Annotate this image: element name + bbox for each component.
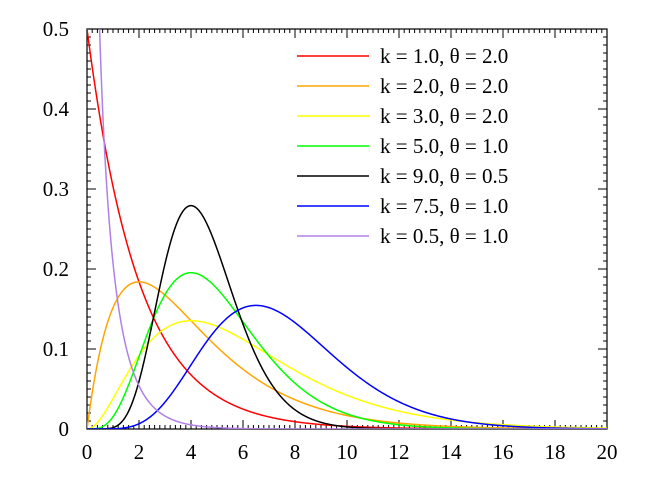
legend-label: k = 1.0, θ = 2.0	[380, 44, 508, 68]
series-curves	[87, 29, 607, 429]
series-line-2	[87, 281, 607, 429]
x-tick-label: 20	[597, 440, 618, 464]
legend-label: k = 5.0, θ = 1.0	[380, 134, 508, 158]
y-tick-label: 0.1	[43, 337, 69, 361]
x-tick-label: 8	[290, 440, 301, 464]
x-tick-label: 16	[493, 440, 514, 464]
y-tick-label: 0.5	[43, 17, 69, 41]
axis-tick-labels: 0 2 4 6 8 10 12 14 16 18 20 0 0.1 0.2 0.3 0.4 0.5	[43, 17, 618, 464]
x-tick-label: 14	[441, 440, 463, 464]
x-tick-label: 10	[337, 440, 358, 464]
y-tick-label: 0.3	[43, 177, 69, 201]
series-line-3	[87, 319, 607, 429]
plot-frame	[86, 28, 608, 430]
series-line-6	[87, 304, 607, 429]
x-tick-label: 0	[82, 440, 93, 464]
x-tick-label: 2	[134, 440, 145, 464]
legend-label: k = 7.5, θ = 1.0	[380, 194, 508, 218]
x-tick-label: 12	[389, 440, 410, 464]
series-line-5	[87, 204, 607, 429]
legend-label: k = 9.0, θ = 0.5	[380, 164, 508, 188]
y-tick-label: 0.4	[43, 97, 70, 121]
axis-ticks	[86, 28, 608, 430]
x-tick-label: 18	[545, 440, 566, 464]
x-tick-label: 4	[186, 440, 197, 464]
series-line-1	[87, 29, 607, 429]
series-line-4	[87, 271, 607, 429]
x-tick-label: 6	[238, 440, 249, 464]
series-line-7	[98, 29, 607, 429]
y-tick-label: 0	[59, 417, 70, 441]
legend-label: k = 0.5, θ = 1.0	[380, 224, 508, 248]
legend: k = 1.0, θ = 2.0 k = 2.0, θ = 2.0 k = 3.0,…	[297, 44, 508, 248]
y-tick-label: 0.2	[43, 257, 69, 281]
legend-label: k = 2.0, θ = 2.0	[380, 74, 508, 98]
legend-label: k = 3.0, θ = 2.0	[380, 104, 508, 128]
